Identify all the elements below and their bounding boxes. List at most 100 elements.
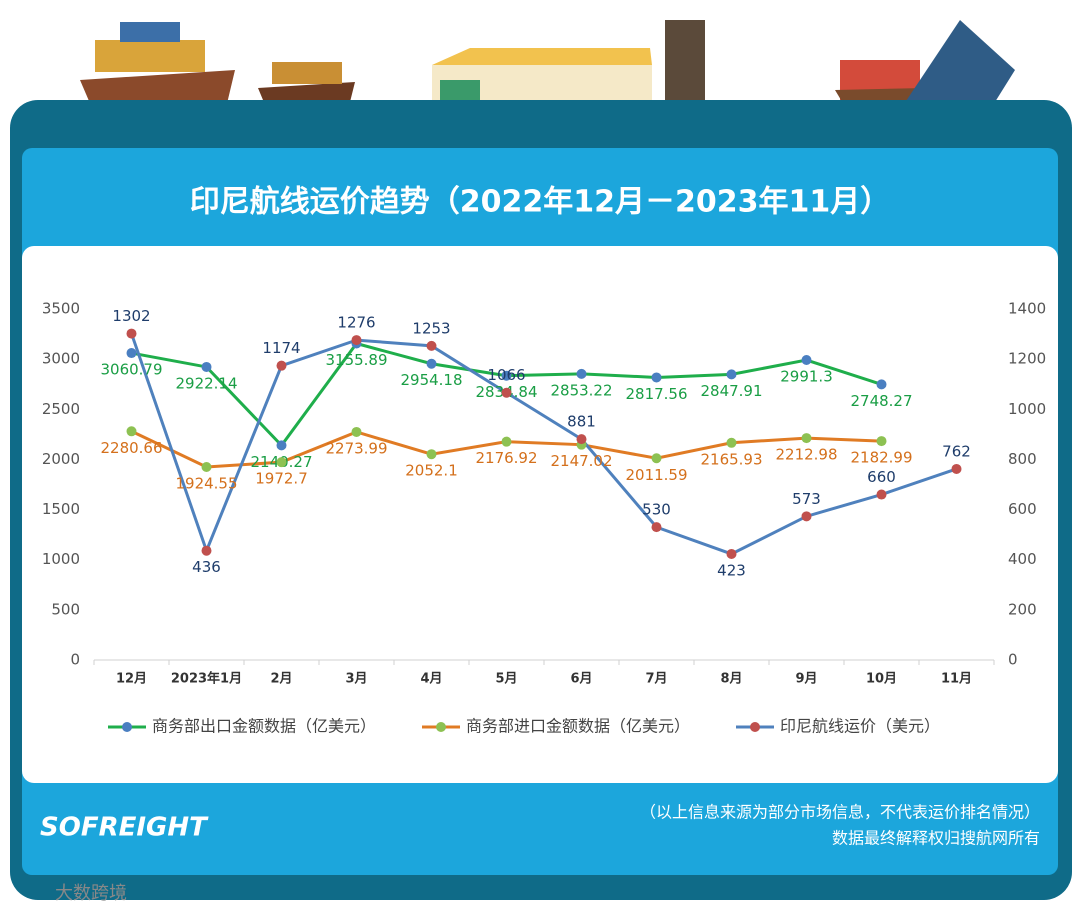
data-label: 2176.92 [475,449,537,467]
chart-title: 印尼航线运价趋势（2022年12月－2023年11月） [190,185,891,220]
x-tick-label: 12月 [116,672,147,687]
y2-tick-label: 800 [1008,450,1037,468]
point [801,433,812,444]
point [501,436,512,447]
point [426,340,437,351]
point [801,511,812,522]
y2-tick-label: 0 [1008,651,1018,669]
rights-note: 数据最终解释权归搜航网所有 [832,829,1040,848]
point [501,370,512,381]
data-label: 2182.99 [850,449,912,467]
data-label: 530 [642,501,671,519]
y-tick-label: 0 [70,651,80,669]
x-tick-label: 7月 [645,672,667,687]
y2-tick-label: 400 [1008,550,1037,568]
data-label: 2212.98 [775,446,837,464]
point [651,522,662,533]
logo: SOFREIGHT [40,813,209,843]
point [801,355,812,366]
data-label: 573 [792,490,821,508]
point [726,548,737,559]
point [501,387,512,398]
data-label: 3060.79 [100,361,162,379]
y-tick-label: 3500 [42,300,80,318]
data-label: 2147.02 [550,452,612,470]
point [201,361,212,372]
x-tick-label: 2023年1月 [171,671,242,687]
y-tick-label: 2500 [42,400,80,418]
data-label: 1972.7 [255,470,308,488]
data-label: 2280.66 [100,439,162,457]
x-tick-label: 6月 [570,672,592,687]
legend-label: 印尼航线运价（美元） [780,717,940,736]
y2-tick-label: 600 [1008,500,1037,518]
legend-marker [436,722,446,732]
series-line [130,333,957,556]
x-tick-label: 9月 [795,672,817,687]
data-label: 2853.22 [550,381,612,399]
data-label: 2922.14 [175,374,237,392]
data-label: 2011.59 [625,466,687,484]
y-tick-label: 500 [51,600,80,618]
point [876,489,887,500]
data-label: 3155.89 [325,351,387,369]
y-tick-label: 3000 [42,350,80,368]
data-label: 423 [717,561,746,579]
x-tick-label: 10月 [866,672,897,687]
data-label: 2991.3 [780,368,833,386]
data-label: 1253 [412,319,450,337]
y-tick-label: 1000 [42,550,80,568]
legend-marker [122,722,132,732]
point [351,426,362,437]
data-label: 1276 [337,314,375,332]
y2-tick-label: 1200 [1008,350,1046,368]
point [276,360,287,371]
data-label: 660 [867,468,896,486]
point [651,453,662,464]
x-tick-label: 2月 [270,672,292,687]
point [276,440,287,451]
x-tick-label: 8月 [720,672,742,687]
point [426,449,437,460]
data-label: 1924.55 [175,474,237,492]
y2-tick-label: 1400 [1008,300,1046,318]
x-tick-label: 3月 [345,672,367,687]
point [351,335,362,346]
point [276,457,287,468]
point [426,358,437,369]
point [651,372,662,383]
data-label: 2052.1 [405,462,458,480]
x-tick-label: 5月 [495,672,517,687]
data-label: 436 [192,558,221,576]
legend-marker [750,722,760,732]
legend-label: 商务部出口金额数据（亿美元） [152,717,376,736]
data-label: 2954.18 [400,371,462,389]
point [876,436,887,447]
point [876,379,887,390]
plot-card [22,246,1058,783]
y-tick-label: 2000 [42,450,80,468]
source-note: （以上信息来源为部分市场信息，不代表运价排名情况） [640,803,1040,822]
data-label: 2165.93 [700,450,762,468]
y2-tick-label: 1000 [1008,400,1046,418]
point [576,368,587,379]
x-tick-label: 11月 [941,672,972,687]
x-tick-label: 4月 [420,672,442,687]
point [951,463,962,474]
point [726,437,737,448]
data-label: 2748.27 [850,392,912,410]
data-label: 2817.56 [625,385,687,403]
data-label: 1066 [487,366,525,384]
data-label: 2847.91 [700,382,762,400]
y2-tick-label: 200 [1008,600,1037,618]
y-tick-label: 1500 [42,500,80,518]
point [201,545,212,556]
point [201,461,212,472]
data-label: 1302 [112,307,150,325]
point [726,369,737,380]
point [126,348,137,359]
legend-label: 商务部进口金额数据（亿美元） [466,717,690,736]
point [126,328,137,339]
data-label: 2273.99 [325,439,387,457]
